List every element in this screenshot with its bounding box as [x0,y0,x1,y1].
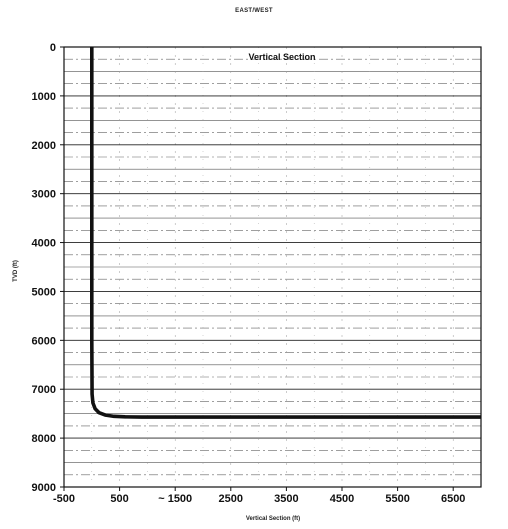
x-tick-label: ~ 1500 [158,493,192,505]
series-layer [90,47,481,419]
y-tick-label: 4000 [32,238,56,250]
series-line-0 [90,47,481,419]
chart-title: EAST/WEST [235,8,273,14]
y-axis-title: TVD (ft) [13,260,19,282]
x-tick-label: 6500 [441,493,465,505]
x-axis-title: Vertical Section (ft) [246,516,300,522]
y-axis: 0 1000 2000 3000 4000 5000 6000 7000 8000 9000 [32,42,64,494]
y-tick-label: 7000 [32,384,56,396]
x-tick-label: 2500 [219,493,243,505]
y-tick-label: 2000 [32,140,56,152]
y-tick-label: 5000 [32,286,56,298]
x-tick-label: 5500 [385,493,409,505]
y-tick-label: 9000 [32,482,56,494]
y-tick-label: 1000 [32,91,56,103]
x-tick-label: 500 [110,493,128,505]
x-tick-label: 4500 [330,493,354,505]
minor-gridlines [63,47,481,487]
x-tick-label: -500 [53,493,75,505]
y-tick-label: 0 [50,42,56,54]
y-tick-label: 6000 [32,335,56,347]
y-tick-label: 8000 [32,433,56,445]
plot-area [63,46,482,488]
x-tick-label: 3500 [274,493,298,505]
legend-entry: Vertical Section [248,52,315,62]
x-axis: -500 500 ~ 1500 2500 3500 4500 5500 6500 [53,487,465,505]
y-tick-label: 3000 [32,189,56,201]
